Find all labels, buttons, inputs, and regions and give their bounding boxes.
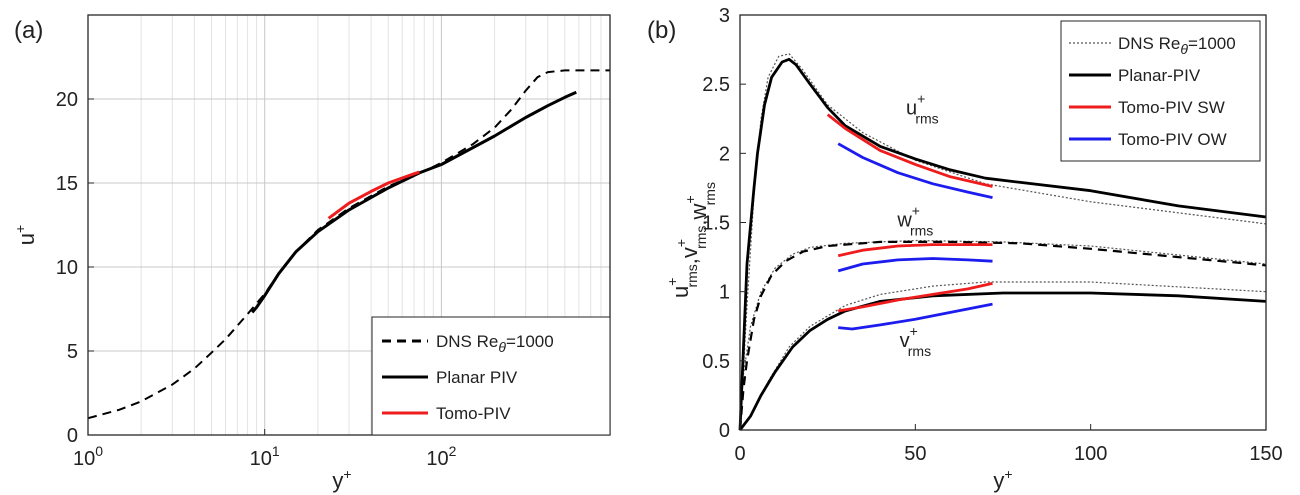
y-tick-label: 3 — [719, 5, 730, 27]
y-tick-label: 0 — [719, 420, 730, 442]
series-line-2 — [327, 170, 420, 220]
panel-b-xlabel-text: y+ — [993, 466, 1012, 493]
panel-b-ticks: 0 50 100 150 0 0.5 1 1.5 2 2.5 3 — [702, 5, 1283, 465]
panel-a-series — [87, 69, 610, 420]
series-line-1 — [739, 281, 1267, 431]
annotation-u-rms: u+ rms — [906, 91, 939, 127]
panel-a-chart: (a) 100 101 102 0 5 10 15 20 u+ y+ DNS Reθ=1000… — [12, 14, 611, 493]
legend-label-2: Tomo-PIV SW — [1118, 98, 1225, 117]
y-tick-label: 10 — [56, 257, 78, 279]
series-line-8 — [837, 282, 993, 313]
series-line-9 — [837, 142, 993, 199]
y-tick-label: 2.5 — [702, 74, 730, 96]
y-tick-label: 1.5 — [702, 213, 730, 235]
panel-a-xlabel: y+ — [332, 466, 351, 493]
series-line-10 — [837, 257, 993, 273]
y-tick-label: 1 — [719, 282, 730, 304]
annotation-v-rms: v+ rms — [900, 323, 932, 359]
panel-b-ylabel: u+ rms,v+ rms,w+ rms — [664, 182, 718, 298]
legend-label-2: Tomo-PIV — [436, 404, 511, 423]
x-tick-label: 100 — [73, 443, 103, 470]
panel-b-label: (b) — [647, 17, 676, 44]
panel-b-legend: DNS Reθ=1000 Planar-PIV Tomo-PIV SW Tomo-PI… — [1060, 20, 1261, 162]
series-line-2 — [739, 239, 1267, 424]
y-tick-label: 0.5 — [702, 351, 730, 373]
series-line-6 — [826, 113, 993, 188]
x-tick-label: 50 — [904, 443, 926, 465]
x-tick-label: 150 — [1249, 443, 1282, 465]
y-tick-label: 5 — [67, 341, 78, 363]
panel-a-ylabel-base: u+ — [12, 225, 39, 245]
x-tick-label: 102 — [426, 443, 456, 470]
series-line-3 — [738, 57, 1267, 431]
legend-label-3: Tomo-PIV OW — [1118, 130, 1227, 149]
panel-a-label: (a) — [14, 17, 43, 44]
series-line-11 — [838, 302, 993, 331]
series-line-4 — [738, 291, 1267, 431]
y-tick-label: 0 — [67, 425, 78, 447]
panel-b-xlabel: y+ — [993, 466, 1012, 493]
panel-b-annotations: u+ rms w+ rms v+ rms — [896, 91, 938, 359]
panel-b-chart: (b) 0 50 100 150 0 0.5 1 1.5 2 2.5 3 u+ rms,v+ rms,w… — [647, 5, 1283, 493]
legend-label-0: DNS Reθ=1000 — [1118, 34, 1236, 57]
annotation-w-rms: w+ rms — [896, 203, 933, 239]
y-tick-label: 15 — [56, 173, 78, 195]
legend-label-1: Planar-PIV — [1118, 66, 1201, 85]
series-line-5 — [738, 240, 1267, 431]
x-tick-label: 0 — [734, 443, 745, 465]
panel-a-xlabel-text: y+ — [332, 466, 351, 493]
panel-a-axes-box — [87, 14, 611, 436]
panel-a-ticks: 100 101 102 0 5 10 15 20 — [56, 89, 457, 470]
legend-label-1: Planar PIV — [436, 368, 518, 387]
legend-label-0: DNS Reθ=1000 — [436, 332, 554, 355]
y-tick-label: 20 — [56, 89, 78, 111]
panel-a-legend: DNS Reθ=1000 Planar PIV Tomo-PIV — [371, 316, 611, 436]
x-tick-label: 100 — [1074, 443, 1107, 465]
panel-a-ylabel: u+ — [12, 225, 39, 245]
y-tick-label: 2 — [719, 143, 730, 165]
panel-b-series — [738, 53, 1267, 431]
series-line-7 — [837, 243, 993, 258]
series-line-1 — [251, 90, 577, 314]
x-tick-label: 101 — [250, 443, 280, 470]
panel-b-ylabel-text: u+ rms,v+ rms,w+ rms — [664, 182, 718, 298]
